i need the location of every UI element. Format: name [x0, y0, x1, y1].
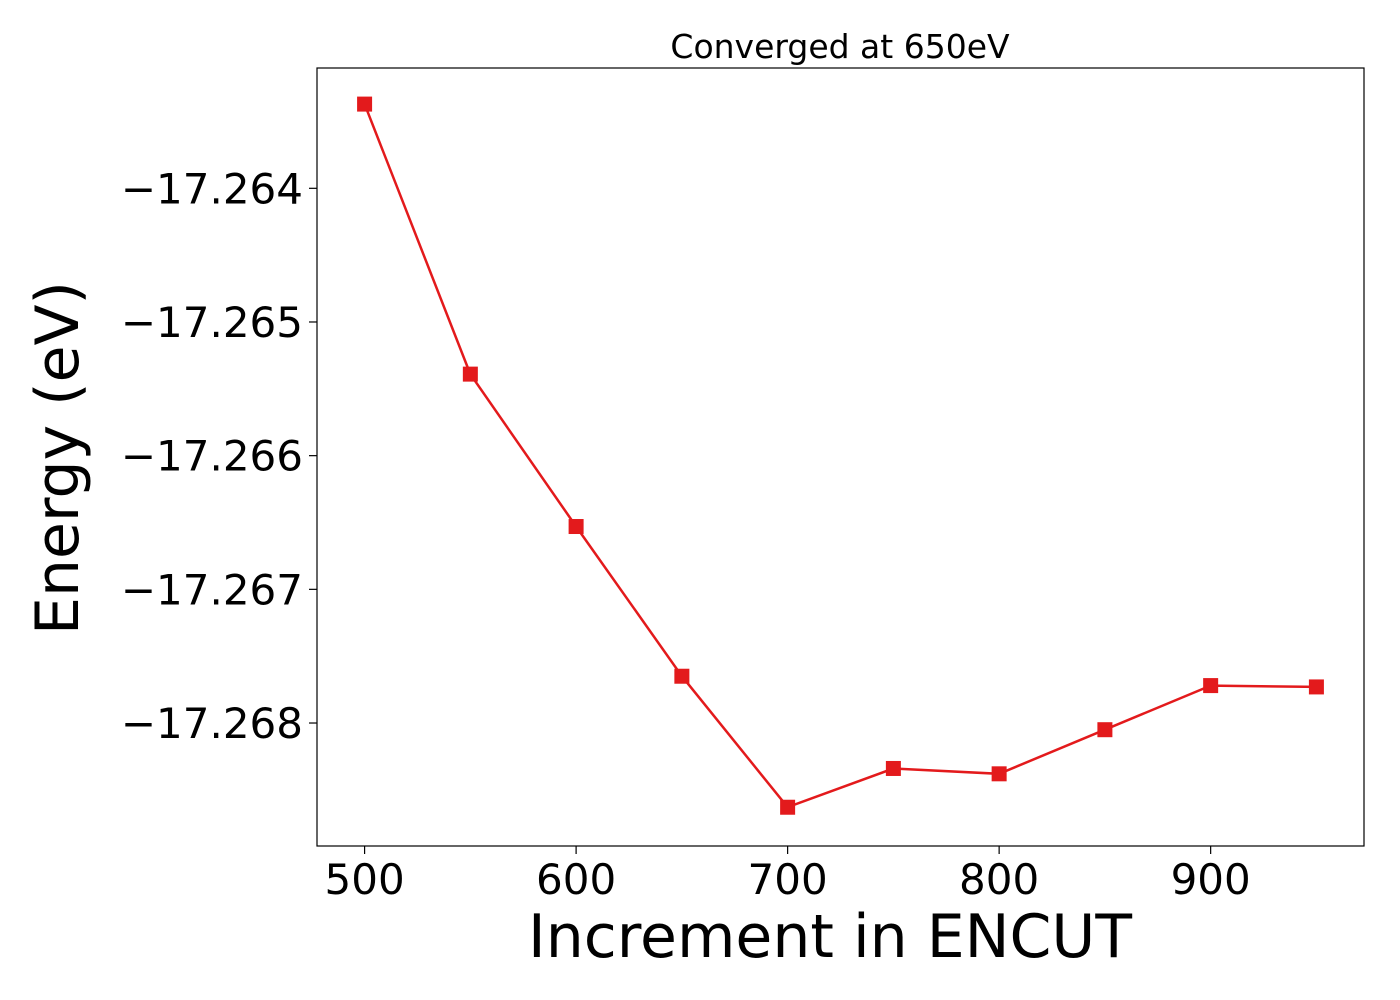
data-point — [674, 668, 690, 684]
data-point — [568, 519, 584, 535]
chart-title: Converged at 650eV — [670, 27, 1010, 66]
y-axis-label: Energy (eV) — [23, 281, 93, 635]
series-line — [363, 103, 1317, 809]
data-point — [462, 366, 478, 382]
y-tick-label: −17.264 — [121, 164, 303, 213]
x-tick-label: 900 — [1171, 855, 1251, 904]
x-tick-label: 500 — [325, 855, 405, 904]
data-point — [357, 96, 373, 112]
x-tick-label: 700 — [748, 855, 828, 904]
x-tick-label: 600 — [536, 855, 616, 904]
y-tick-label: −17.265 — [121, 298, 303, 347]
x-axis-label: Increment in ENCUT — [528, 902, 1132, 972]
x-axis: 500 600 700 800 900 — [325, 846, 1251, 904]
data-point — [1308, 679, 1324, 695]
data-point — [1203, 678, 1219, 694]
series-markers — [357, 96, 1324, 815]
x-tick-label: 800 — [959, 855, 1039, 904]
y-axis: −17.264 −17.265 −17.266 −17.267 −17.268 — [121, 164, 317, 748]
data-point — [991, 766, 1007, 782]
y-tick-label: −17.266 — [121, 432, 303, 481]
data-point — [780, 799, 796, 815]
y-tick-label: −17.267 — [121, 565, 303, 614]
data-point — [885, 760, 901, 776]
data-point — [1097, 722, 1113, 738]
y-tick-label: −17.268 — [121, 699, 303, 748]
plot-area — [316, 67, 1365, 847]
